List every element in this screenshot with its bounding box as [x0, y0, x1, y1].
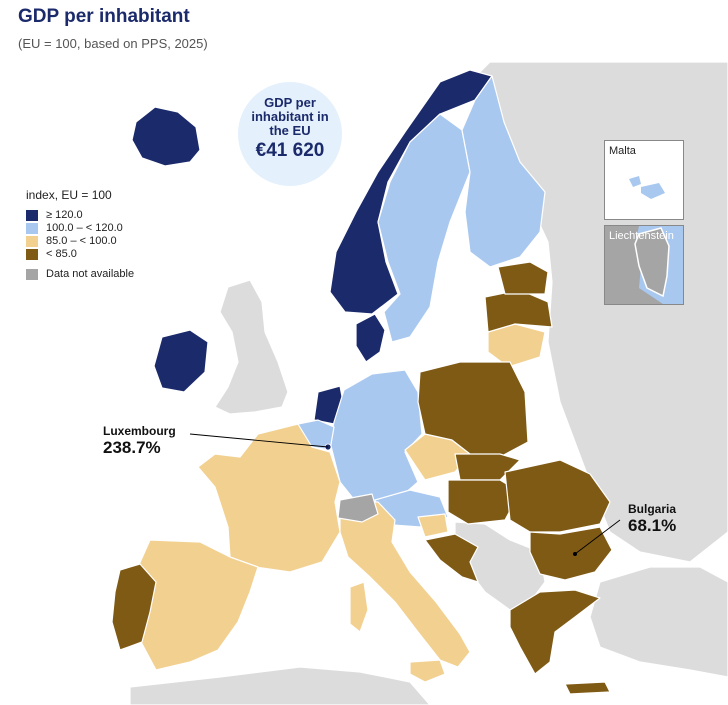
- legend-item: ≥ 120.0: [26, 209, 134, 221]
- legend-swatch: [26, 222, 38, 234]
- crete: [564, 681, 611, 695]
- liechtenstein-inset-label: Liechtenstein: [609, 230, 674, 242]
- malta-inset-label: Malta: [609, 145, 636, 157]
- legend-item: 100.0 – < 120.0: [26, 222, 134, 234]
- legend-label: ≥ 120.0: [46, 209, 83, 221]
- legend-title: index, EU = 100: [26, 188, 112, 202]
- finland: [461, 75, 546, 268]
- liechtenstein-inset-map: [605, 226, 683, 304]
- portugal: [111, 563, 157, 651]
- ireland: [153, 329, 209, 393]
- legend-swatch: [26, 248, 38, 260]
- slovakia: [454, 453, 521, 481]
- iceland: [131, 106, 201, 167]
- luxembourg-callout: Luxembourg 238.7%: [103, 424, 176, 458]
- bulgaria-callout: Bulgaria 68.1%: [628, 502, 676, 536]
- luxembourg-leader-line: [189, 433, 329, 448]
- map-title: GDP per inhabitant: [18, 6, 190, 27]
- map-subtitle: (EU = 100, based on PPS, 2025): [18, 36, 208, 51]
- slovenia: [417, 513, 449, 538]
- malta-inset-map: [629, 176, 665, 199]
- map-legend: index, EU = 100 ≥ 120.0 100.0 – < 120.0 …: [26, 188, 134, 281]
- france: [197, 423, 341, 573]
- eu-gdp-label: GDP per inhabitant in the EU: [251, 95, 329, 138]
- croatia: [424, 533, 479, 583]
- sweden: [377, 113, 471, 343]
- legend-label: < 85.0: [46, 248, 77, 260]
- legend-label: 100.0 – < 120.0: [46, 222, 123, 234]
- eu-gdp-box: GDP per inhabitant in the EU €41 620: [238, 82, 342, 186]
- turkey-region: [589, 566, 728, 678]
- legend-label: Data not available: [46, 268, 135, 280]
- bulgaria-marker: [573, 552, 577, 556]
- liechtenstein-shape: [634, 227, 670, 298]
- liechtenstein-inset: Liechtenstein: [604, 225, 684, 305]
- estonia: [497, 261, 549, 295]
- bulgaria-leader-line: [574, 519, 621, 555]
- legend-swatch: [26, 209, 38, 221]
- legend-swatch: [26, 268, 38, 280]
- hungary: [447, 479, 521, 525]
- lithuania: [487, 323, 546, 368]
- europe-map: [111, 62, 728, 705]
- malta-inset: Malta: [604, 140, 684, 220]
- legend-swatch: [26, 235, 38, 247]
- callout-value: 68.1%: [628, 516, 677, 535]
- callout-value: 238.7%: [103, 438, 161, 457]
- malta-island: [641, 183, 665, 199]
- legend-label: 85.0 – < 100.0: [46, 235, 117, 247]
- legend-item: 85.0 – < 100.0: [26, 235, 134, 247]
- austria-inset-area: [661, 226, 683, 304]
- legend-item: < 85.0: [26, 248, 134, 260]
- malta-island: [629, 176, 641, 187]
- legend-item-na: Data not available: [26, 268, 134, 280]
- sicily: [409, 659, 446, 683]
- greece: [509, 589, 601, 675]
- eu-gdp-value: €41 620: [255, 140, 325, 161]
- callout-name: Bulgaria: [628, 502, 677, 516]
- italy: [339, 501, 471, 668]
- uk: [214, 279, 289, 415]
- switzerland: [337, 493, 379, 523]
- denmark: [355, 313, 386, 363]
- romania: [504, 459, 611, 533]
- switzerland-inset-area: [605, 226, 663, 304]
- bulgaria: [529, 526, 613, 581]
- callout-name: Luxembourg: [103, 424, 176, 438]
- germany: [329, 369, 423, 508]
- north-africa: [129, 666, 431, 705]
- sardinia: [349, 581, 369, 633]
